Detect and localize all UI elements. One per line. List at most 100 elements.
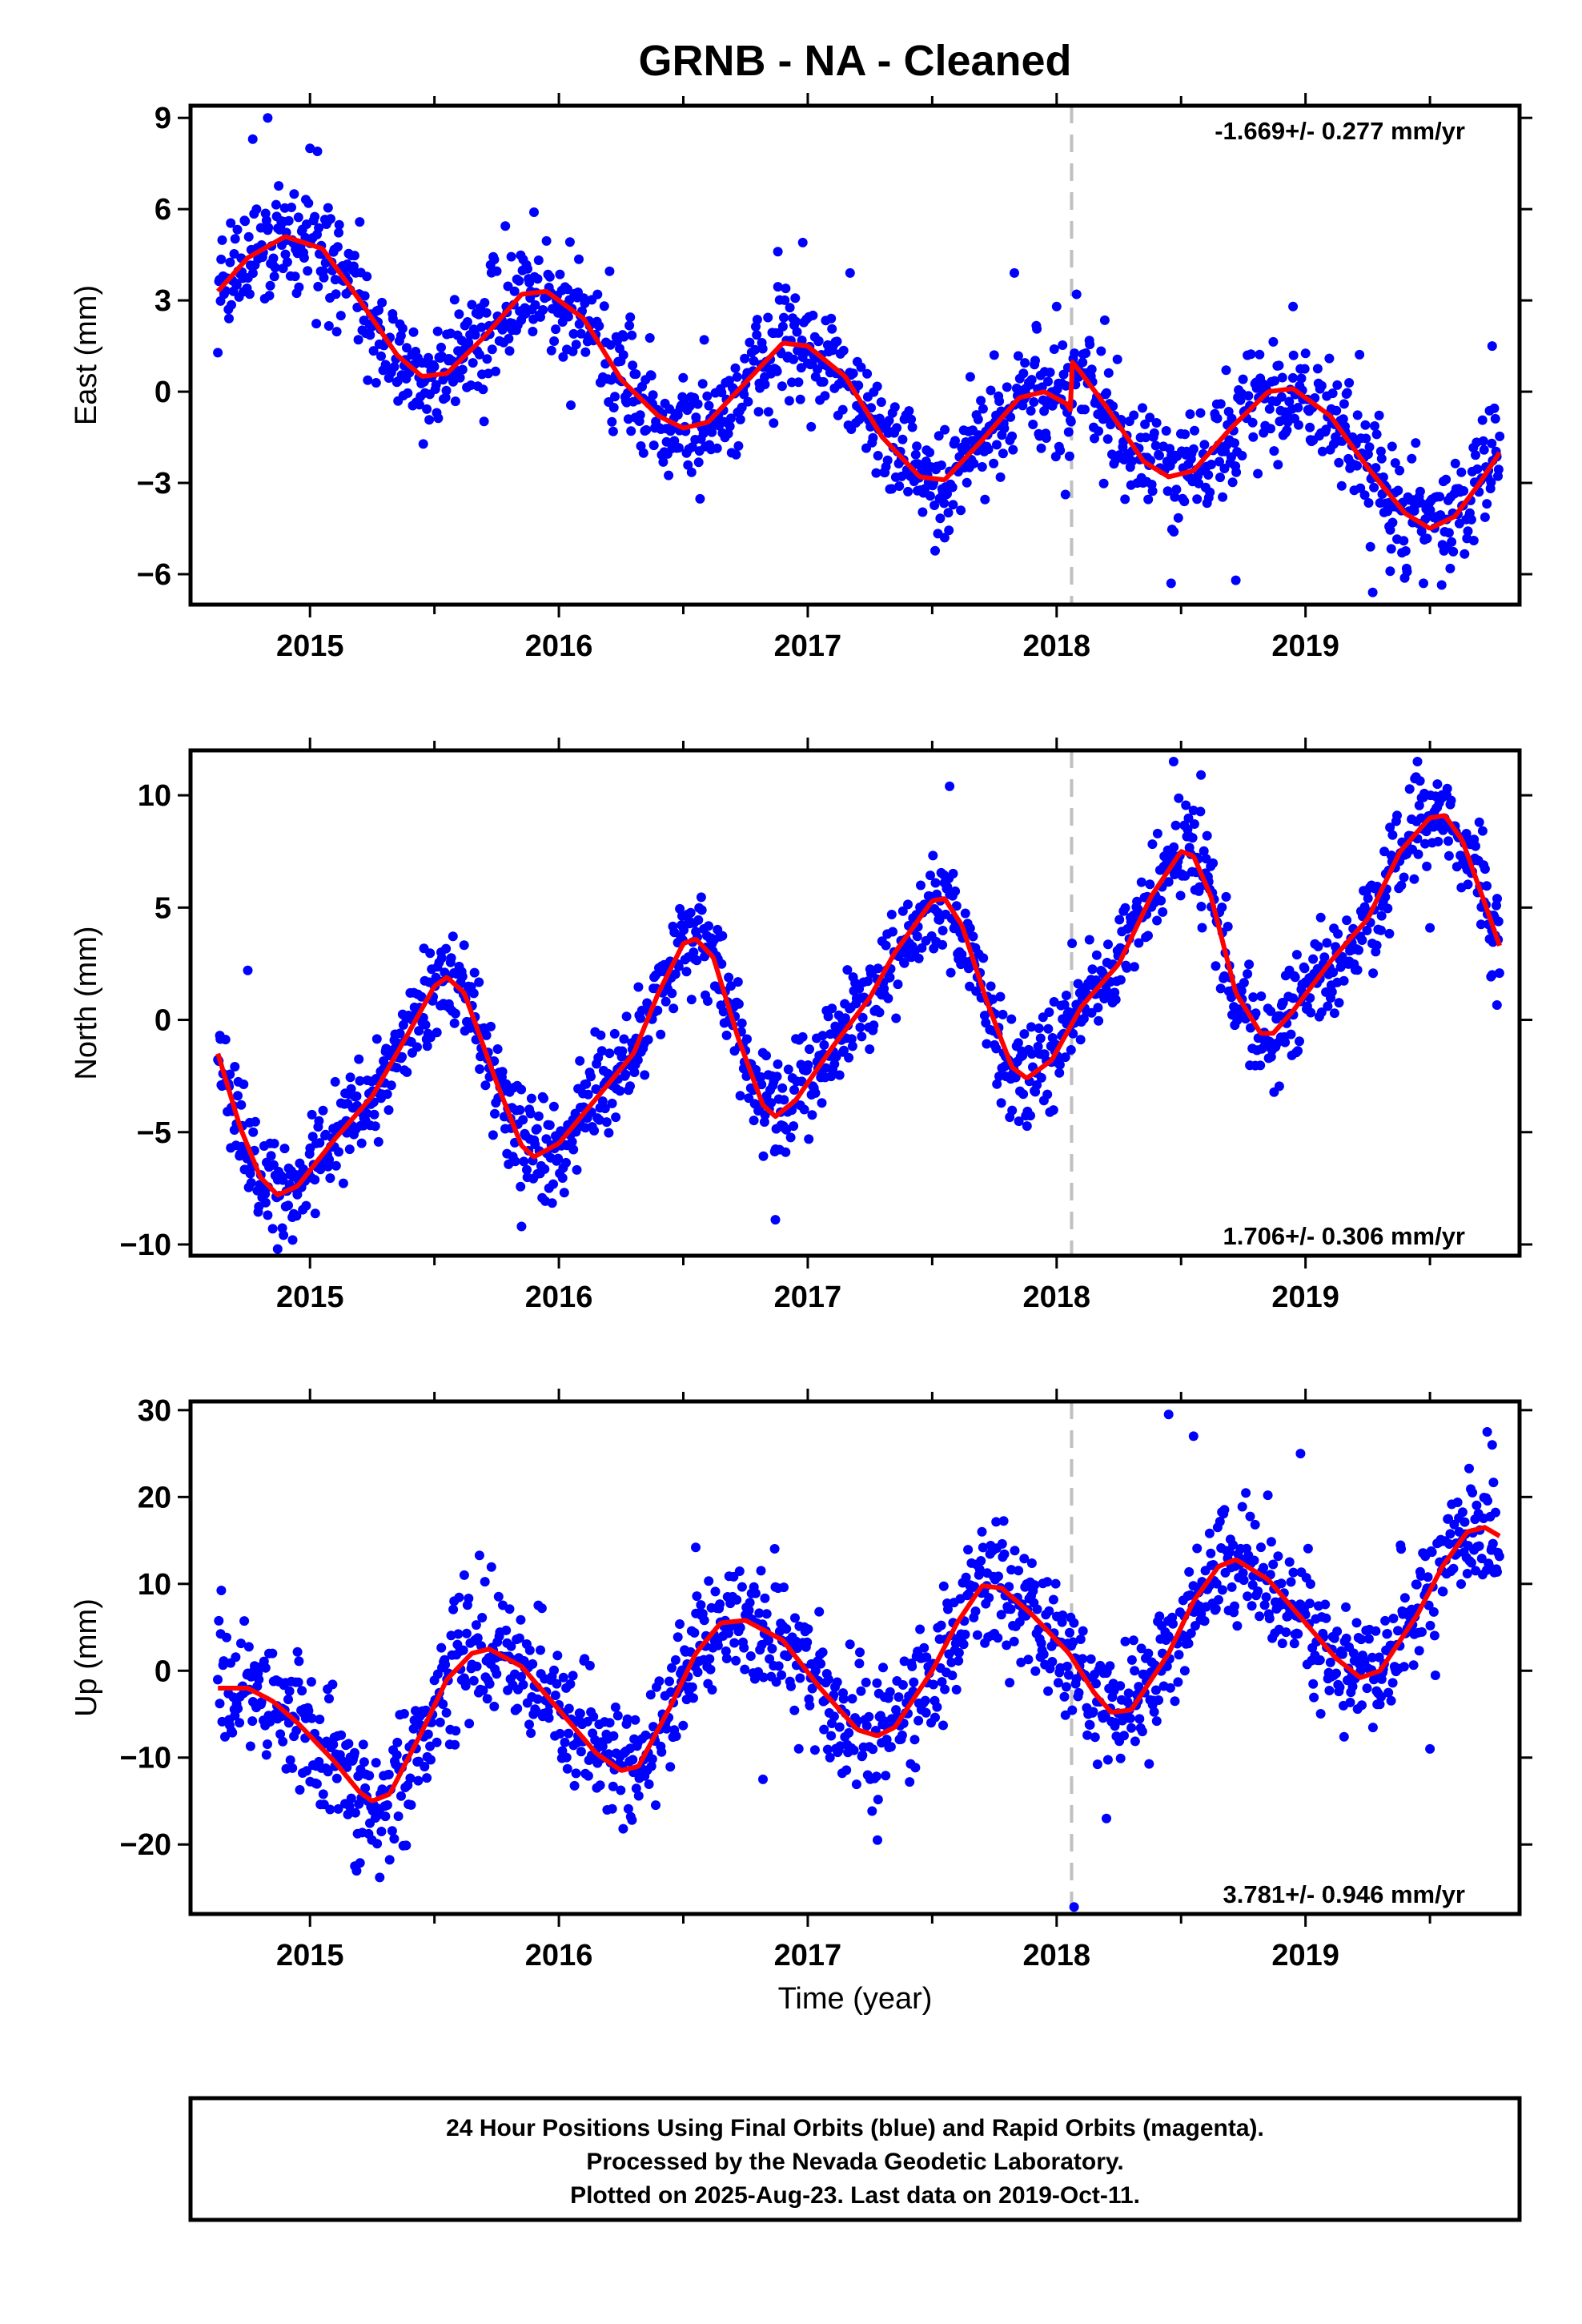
data-point [224, 313, 234, 324]
data-point [503, 281, 513, 292]
data-point [1185, 1590, 1195, 1600]
data-point [1291, 950, 1302, 960]
data-point [678, 1720, 689, 1731]
data-point [1264, 404, 1275, 414]
data-point [1061, 991, 1071, 1000]
data-point [1253, 1586, 1263, 1596]
data-point [362, 1108, 372, 1119]
data-point [1195, 408, 1206, 418]
data-point [889, 402, 900, 412]
data-point [1313, 941, 1323, 951]
data-point [311, 319, 322, 329]
data-point [1173, 1677, 1183, 1687]
data-point [845, 267, 855, 278]
data-point [1380, 1615, 1391, 1626]
data-point [1243, 1591, 1253, 1602]
data-point [297, 1686, 307, 1696]
data-point [1126, 1655, 1137, 1665]
data-point [305, 143, 315, 154]
data-point [481, 1030, 492, 1040]
data-point [332, 242, 343, 252]
data-point [1293, 403, 1303, 412]
data-point [957, 949, 967, 959]
data-point [1059, 1691, 1070, 1702]
data-point [1399, 1593, 1410, 1603]
data-point [1044, 1606, 1054, 1616]
data-point [1150, 440, 1161, 451]
data-point [1379, 846, 1390, 857]
data-point [571, 340, 581, 350]
data-point [1270, 376, 1280, 386]
data-point [1361, 433, 1371, 444]
data-point [1026, 1111, 1035, 1121]
data-point [928, 1679, 938, 1690]
data-point [1489, 403, 1500, 413]
data-point [307, 1109, 317, 1120]
data-point [1042, 1577, 1053, 1587]
data-point [803, 1060, 813, 1070]
data-point [383, 1769, 394, 1779]
data-point [699, 1615, 709, 1626]
data-point [492, 1044, 503, 1054]
data-point [227, 1727, 238, 1738]
data-point [1102, 1813, 1111, 1823]
data-point [227, 300, 236, 310]
data-point [1048, 1105, 1058, 1116]
data-point [604, 1048, 615, 1059]
data-point [925, 448, 935, 457]
data-point [478, 384, 488, 395]
x-tick-label: 2017 [774, 629, 842, 663]
data-point [998, 448, 1008, 459]
data-point [781, 283, 791, 294]
data-point [1281, 1627, 1291, 1638]
data-point [1180, 870, 1191, 881]
data-point [963, 1545, 974, 1555]
data-point [591, 1084, 601, 1094]
data-point [871, 468, 881, 478]
data-point [873, 1795, 883, 1805]
data-point [1371, 463, 1381, 473]
data-point [954, 1655, 964, 1666]
data-point [615, 1086, 625, 1096]
data-point [979, 1011, 990, 1021]
data-point [822, 1744, 833, 1755]
data-point [1417, 1626, 1427, 1637]
data-point [518, 1679, 528, 1690]
data-point [232, 224, 243, 235]
data-point [1286, 1577, 1296, 1587]
x-axis-label: Time (year) [778, 1982, 933, 2016]
data-point [1445, 1529, 1456, 1539]
data-point [1143, 494, 1154, 505]
data-point [1134, 1682, 1144, 1692]
data-point [834, 1722, 845, 1732]
data-point [580, 347, 591, 357]
data-point [1438, 1586, 1448, 1597]
data-point [1147, 486, 1158, 497]
data-point [1065, 1627, 1074, 1638]
data-point [913, 953, 924, 963]
data-point [1321, 424, 1331, 435]
data-point [1293, 1629, 1303, 1639]
data-point [568, 328, 579, 339]
data-point [793, 1743, 804, 1754]
data-point [633, 982, 644, 992]
data-point [1149, 428, 1159, 438]
data-point [1477, 826, 1488, 836]
data-point [338, 1178, 348, 1188]
data-point [1231, 575, 1241, 585]
data-point [379, 1056, 389, 1066]
x-tick-label: 2016 [525, 1939, 593, 1972]
data-point [984, 1593, 994, 1603]
data-point [974, 430, 984, 440]
data-point [1308, 1679, 1319, 1689]
data-point [1255, 349, 1265, 360]
data-point [1492, 1000, 1502, 1010]
data-point [1010, 267, 1019, 278]
data-point [247, 1716, 258, 1727]
data-point [1294, 420, 1303, 430]
data-point [1375, 1699, 1385, 1710]
data-point [1006, 1014, 1017, 1024]
data-point [687, 1682, 697, 1692]
data-point [873, 1835, 882, 1845]
data-point [610, 392, 620, 402]
